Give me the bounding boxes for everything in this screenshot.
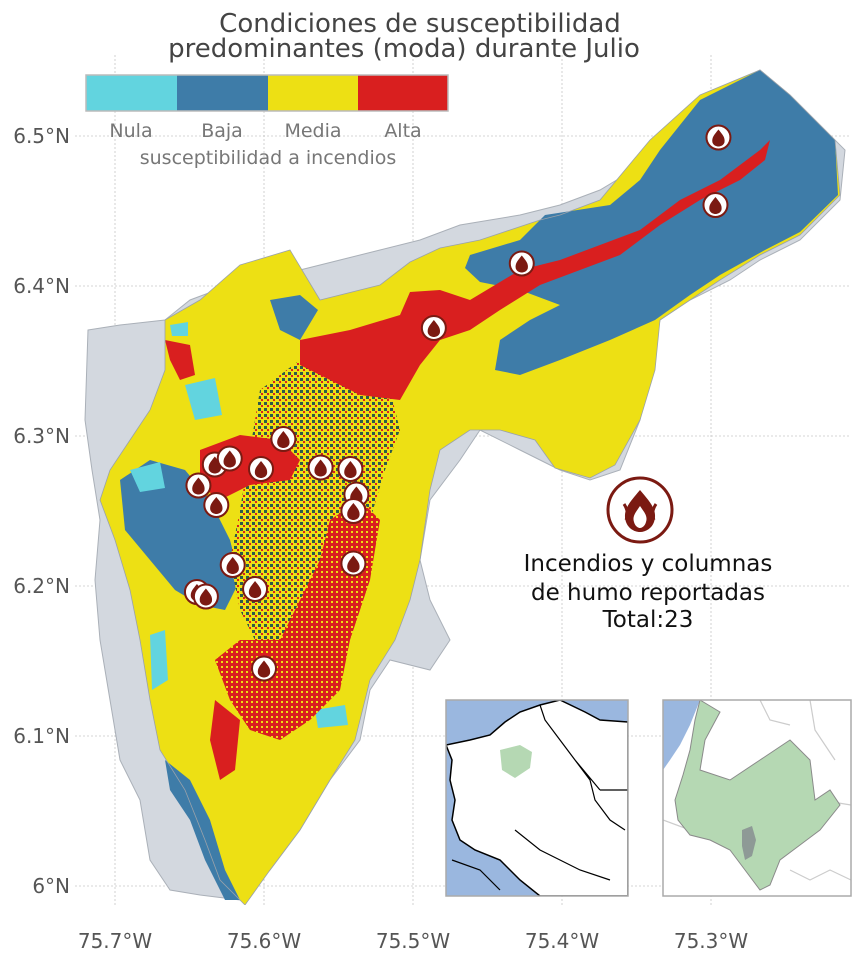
legend-label-alta: Alta — [384, 120, 421, 142]
colombia-land — [446, 700, 628, 896]
fire-marker — [219, 552, 246, 578]
mixed-central-zone — [230, 350, 400, 660]
lat-tick-label: 6.1°N — [13, 724, 70, 748]
legend-label-media: Media — [284, 120, 341, 142]
fire-markers — [183, 124, 732, 682]
fire-marker — [216, 445, 243, 472]
fire-marker — [248, 456, 275, 482]
title-line-2: predominantes (moda) durante Julio — [168, 34, 640, 64]
lat-tick-label: 6.5°N — [13, 124, 70, 148]
fire-marker — [337, 456, 364, 482]
baja-zone-west — [120, 460, 240, 610]
country-borders — [451, 704, 628, 891]
nula-patch-3 — [150, 630, 168, 690]
fire-marker — [201, 451, 228, 478]
fire-marker — [185, 472, 212, 499]
legend-title: susceptibilidad a incendios — [140, 147, 397, 169]
study-area-locator — [742, 826, 756, 860]
alta-zone-south — [215, 500, 380, 740]
study-area-outline — [99, 69, 841, 905]
fire-marker — [251, 655, 277, 682]
alta-zone-northwest — [165, 340, 195, 380]
lat-tick-label: 6°N — [32, 874, 70, 898]
fire-marker — [702, 192, 729, 218]
alta-zone-valley — [300, 140, 770, 400]
fire-marker — [340, 498, 367, 524]
neighbor-borders — [663, 700, 851, 881]
lon-tick-label: 75.4°W — [525, 929, 600, 953]
fire-legend-line-2: de humo reportadas — [531, 580, 765, 606]
lon-tick-label: 75.6°W — [227, 929, 302, 953]
fire-legend: Incendios y columnas de humo reportadas … — [524, 476, 773, 633]
fire-legend-total: Total:23 — [602, 607, 694, 633]
legend-swatch-nula — [86, 75, 177, 111]
legend-swatch-alta — [358, 75, 448, 111]
fire-marker — [242, 576, 269, 602]
fire-marker — [705, 124, 732, 151]
legend-label-nula: Nula — [109, 120, 152, 142]
lat-tick-label: 6.2°N — [13, 574, 70, 598]
nula-patch-4 — [315, 705, 348, 728]
lon-tick-label: 75.3°W — [674, 929, 749, 953]
fire-marker — [203, 492, 230, 518]
fire-marker — [307, 454, 334, 481]
fire-marker — [192, 583, 219, 610]
baja-zone-north — [270, 295, 318, 340]
legend-swatch-baja — [177, 75, 268, 111]
nula-patch-1 — [130, 462, 165, 492]
lon-tick-label: 75.7°W — [78, 929, 153, 953]
fire-marker — [420, 315, 447, 341]
legend-label-baja: Baja — [201, 120, 243, 142]
susceptibility-map — [84, 69, 846, 905]
alta-zone-southwest — [210, 700, 240, 780]
lat-tick-label: 6.3°N — [13, 424, 70, 448]
nula-patch-5 — [170, 322, 188, 336]
latitude-labels: 6.5°N 6.4°N 6.3°N 6.2°N 6.1°N 6°N — [13, 124, 70, 898]
legend-frame — [85, 74, 449, 112]
legend-swatch-media — [268, 75, 358, 111]
lon-tick-label: 75.5°W — [376, 929, 451, 953]
fire-icon — [606, 476, 674, 544]
nula-patch-2 — [185, 378, 222, 420]
lat-tick-label: 6.4°N — [13, 274, 70, 298]
antioquia-region — [674, 700, 841, 891]
fire-marker — [508, 250, 535, 277]
longitude-labels: 75.7°W 75.6°W 75.5°W 75.4°W 75.3°W — [78, 929, 749, 953]
fire-marker — [340, 550, 367, 577]
fire-legend-line-1: Incendios y columnas — [524, 551, 773, 577]
colombia-locator-inset — [445, 699, 629, 897]
fire-marker — [270, 426, 297, 452]
antioquia-locator-inset — [662, 699, 852, 897]
antioquia-highlight — [500, 745, 532, 778]
title-line-1: Condiciones de susceptibilidad — [219, 9, 621, 39]
inset-sea — [663, 700, 700, 770]
susceptibility-legend: Nula Baja Media Alta susceptibilidad a i… — [85, 74, 449, 169]
baja-zone-southwest — [165, 760, 240, 900]
